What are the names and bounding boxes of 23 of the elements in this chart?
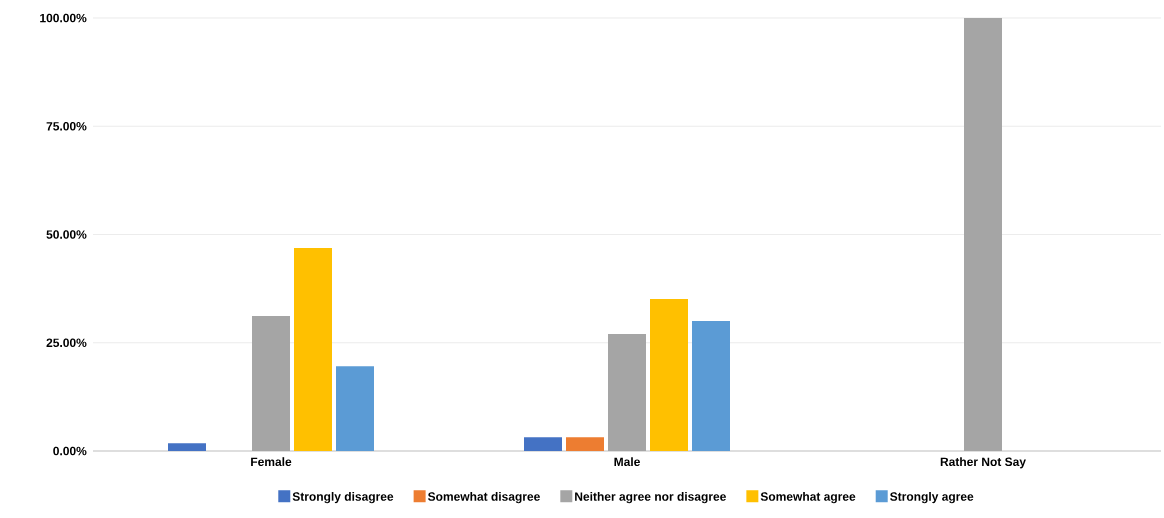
bar: [524, 437, 562, 451]
legend-label: Somewhat agree: [760, 491, 856, 504]
bar: [650, 299, 688, 451]
bar: [294, 247, 332, 451]
bar: [252, 315, 290, 451]
bar: [964, 18, 1002, 451]
legend-label: Neither agree nor disagree: [575, 491, 726, 504]
legend-label: Strongly agree: [890, 491, 974, 504]
x-tick-label: Female: [251, 457, 292, 467]
bar: [168, 443, 206, 451]
bar: [692, 321, 730, 451]
x-tick-label: Rather Not Say: [940, 457, 1026, 469]
bar: [608, 334, 646, 451]
legend-label: Somewhat disagree: [427, 491, 540, 504]
y-tick-label: 0.00%: [53, 446, 87, 456]
bar: [336, 366, 374, 451]
bar: [566, 437, 604, 451]
y-tick-label: 25.00%: [46, 338, 87, 348]
y-tick-label: 75.00%: [46, 122, 87, 131]
x-tick-label: Male: [614, 457, 640, 467]
legend-label: Strongly disagree: [292, 491, 394, 504]
y-tick-label: 100.00%: [40, 13, 87, 23]
y-tick-label: 50.00%: [46, 230, 87, 239]
